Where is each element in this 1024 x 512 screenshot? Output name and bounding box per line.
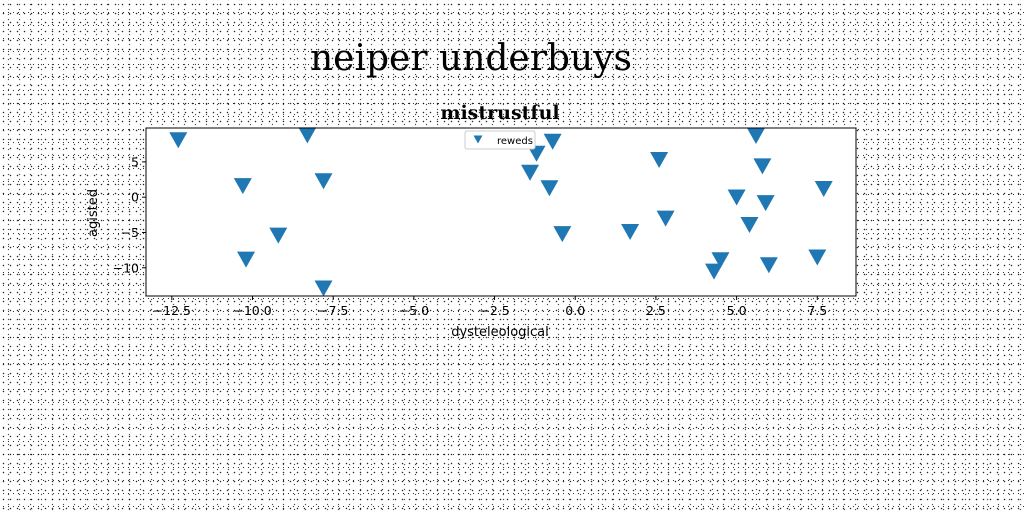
- axes-frame: [145, 127, 857, 297]
- scatter-point-0-21: [711, 252, 730, 269]
- x-tick-label-2: −7.5: [318, 303, 348, 318]
- scatter-point-0-14: [656, 210, 675, 227]
- legend-marker-triangle-down-icon: [473, 135, 483, 144]
- scatter-point-0-16: [753, 158, 772, 175]
- figure-suptitle: neiper underbuys: [310, 38, 632, 79]
- scatter-series: [169, 127, 833, 297]
- scatter-point-0-6: [314, 280, 333, 297]
- scatter-point-0-17: [727, 189, 746, 206]
- scatter-point-0-13: [650, 152, 669, 169]
- scatter-point-0-3: [314, 173, 333, 190]
- x-tick-label-4: −2.5: [479, 303, 509, 318]
- plot-area: [146, 128, 856, 296]
- scatter-point-0-19: [740, 217, 759, 233]
- scatter-point-0-1: [298, 127, 317, 144]
- legend: reweds: [464, 130, 536, 150]
- scatter-point-0-20: [814, 181, 833, 197]
- x-axis-ticks: −12.5 −10.0 −7.5 −5.0 −2.5 0.0 2.5 5.0 7.5: [153, 296, 827, 318]
- scatter-point-0-23: [759, 257, 778, 274]
- x-tick-label-0: −12.5: [153, 303, 191, 318]
- x-tick-label-5: 0.0: [565, 303, 585, 318]
- scatter-point-0-12: [621, 224, 640, 241]
- x-tick-label-6: 2.5: [646, 303, 666, 318]
- scatter-point-0-10: [540, 180, 559, 197]
- x-axis-label: dysteleological: [451, 325, 549, 340]
- y-tick-label-2: −5: [121, 225, 139, 240]
- y-tick-label-1: 0: [131, 190, 139, 205]
- y-axis-ticks: 5 0 −5 −10: [113, 154, 146, 275]
- x-tick-label-7: 5.0: [727, 303, 747, 318]
- scatter-point-0-7: [527, 145, 546, 162]
- scatter-point-0-15: [746, 128, 765, 145]
- x-tick-label-1: −10.0: [233, 303, 271, 318]
- scatter-point-0-5: [269, 227, 288, 244]
- scatter-point-0-18: [756, 195, 775, 212]
- scatter-point-0-11: [553, 226, 572, 243]
- legend-label-reweds: reweds: [497, 136, 533, 147]
- scatter-point-0-24: [808, 249, 827, 266]
- scatter-point-0-22: [705, 263, 723, 280]
- x-tick-label-3: −5.0: [399, 303, 429, 318]
- scatter-point-0-8: [543, 133, 562, 150]
- scatter-point-0-2: [233, 178, 252, 195]
- scatter-point-0-9: [521, 164, 540, 181]
- y-axis-label: agisted: [86, 189, 101, 237]
- scatter-point-0-0: [169, 132, 188, 149]
- x-tick-label-8: 7.5: [807, 303, 827, 318]
- y-tick-label-3: −10: [113, 260, 139, 275]
- y-tick-label-0: 5: [131, 154, 139, 169]
- scatter-point-0-4: [237, 251, 256, 268]
- chart-title: mistrustful: [440, 102, 559, 124]
